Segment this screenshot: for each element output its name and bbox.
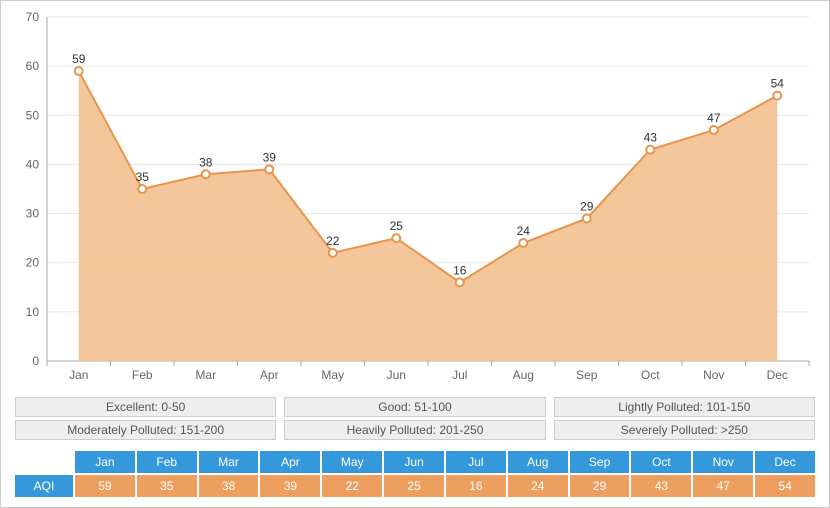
table-header: Nov: [693, 451, 753, 473]
legend-good: Good: 51-100: [284, 397, 545, 417]
table-header: Dec: [755, 451, 815, 473]
table-header: Aug: [508, 451, 568, 473]
table-row-label: AQI: [15, 475, 73, 497]
legend-severely-polluted: Severely Polluted: >250: [554, 420, 815, 440]
svg-text:30: 30: [26, 207, 40, 221]
svg-text:29: 29: [580, 199, 594, 213]
svg-text:16: 16: [453, 263, 467, 277]
svg-text:0: 0: [32, 354, 39, 368]
legend-heavily-polluted: Heavily Polluted: 201-250: [284, 420, 545, 440]
table-corner-blank: [15, 451, 73, 473]
table-value: 54: [755, 475, 815, 497]
svg-text:60: 60: [26, 59, 40, 73]
svg-text:Jul: Jul: [452, 368, 467, 382]
svg-text:Apr: Apr: [260, 368, 279, 382]
svg-text:25: 25: [390, 219, 404, 233]
table-header: Jun: [384, 451, 444, 473]
table-header: Feb: [137, 451, 197, 473]
aqi-data-table: Jan Feb Mar Apr May Jun Jul Aug Sep Oct …: [15, 451, 815, 497]
table-header: Jul: [446, 451, 506, 473]
table-value: 22: [322, 475, 382, 497]
table-value: 59: [75, 475, 135, 497]
svg-text:Aug: Aug: [513, 368, 534, 382]
table-value: 29: [570, 475, 630, 497]
table-value: 25: [384, 475, 444, 497]
svg-text:35: 35: [136, 170, 150, 184]
dashboard-panel: 010203040506070JanFebMarAprMayJunJulAugS…: [0, 0, 830, 508]
svg-text:Feb: Feb: [132, 368, 153, 382]
table-value: 24: [508, 475, 568, 497]
svg-text:54: 54: [771, 77, 785, 91]
legend-excellent: Excellent: 0-50: [15, 397, 276, 417]
svg-text:40: 40: [26, 157, 40, 171]
table-header: May: [322, 451, 382, 473]
table-value: 47: [693, 475, 753, 497]
svg-text:Jan: Jan: [69, 368, 88, 382]
svg-text:Sep: Sep: [576, 368, 598, 382]
table-value: 35: [137, 475, 197, 497]
table-header: Sep: [570, 451, 630, 473]
legend-lightly-polluted: Lightly Polluted: 101-150: [554, 397, 815, 417]
svg-text:43: 43: [644, 131, 658, 145]
svg-text:Jun: Jun: [387, 368, 406, 382]
aqi-legend-bands: Excellent: 0-50 Good: 51-100 Lightly Pol…: [15, 397, 815, 440]
svg-text:20: 20: [26, 256, 40, 270]
svg-text:39: 39: [263, 150, 277, 164]
table-header: Jan: [75, 451, 135, 473]
svg-text:38: 38: [199, 155, 213, 169]
table-value: 39: [260, 475, 320, 497]
table-header: Apr: [260, 451, 320, 473]
table-value: 16: [446, 475, 506, 497]
table-header: Mar: [199, 451, 259, 473]
svg-text:Mar: Mar: [195, 368, 216, 382]
table-value: 43: [631, 475, 691, 497]
svg-text:47: 47: [707, 111, 721, 125]
table-value: 38: [199, 475, 259, 497]
svg-text:59: 59: [72, 52, 86, 66]
legend-moderately-polluted: Moderately Polluted: 151-200: [15, 420, 276, 440]
svg-text:May: May: [321, 368, 344, 382]
svg-text:Nov: Nov: [703, 368, 724, 382]
svg-text:Dec: Dec: [767, 368, 788, 382]
svg-text:10: 10: [26, 305, 40, 319]
table-header: Oct: [631, 451, 691, 473]
aqi-area-chart: 0 10 20 30 40 50 60 70 Jan Feb Mar Apr May Jun Jul Aug S…: [9, 9, 821, 389]
svg-text:24: 24: [517, 224, 531, 238]
svg-text:50: 50: [26, 108, 40, 122]
svg-text:Oct: Oct: [641, 368, 660, 382]
svg-text:70: 70: [26, 10, 40, 24]
svg-text:22: 22: [326, 234, 340, 248]
